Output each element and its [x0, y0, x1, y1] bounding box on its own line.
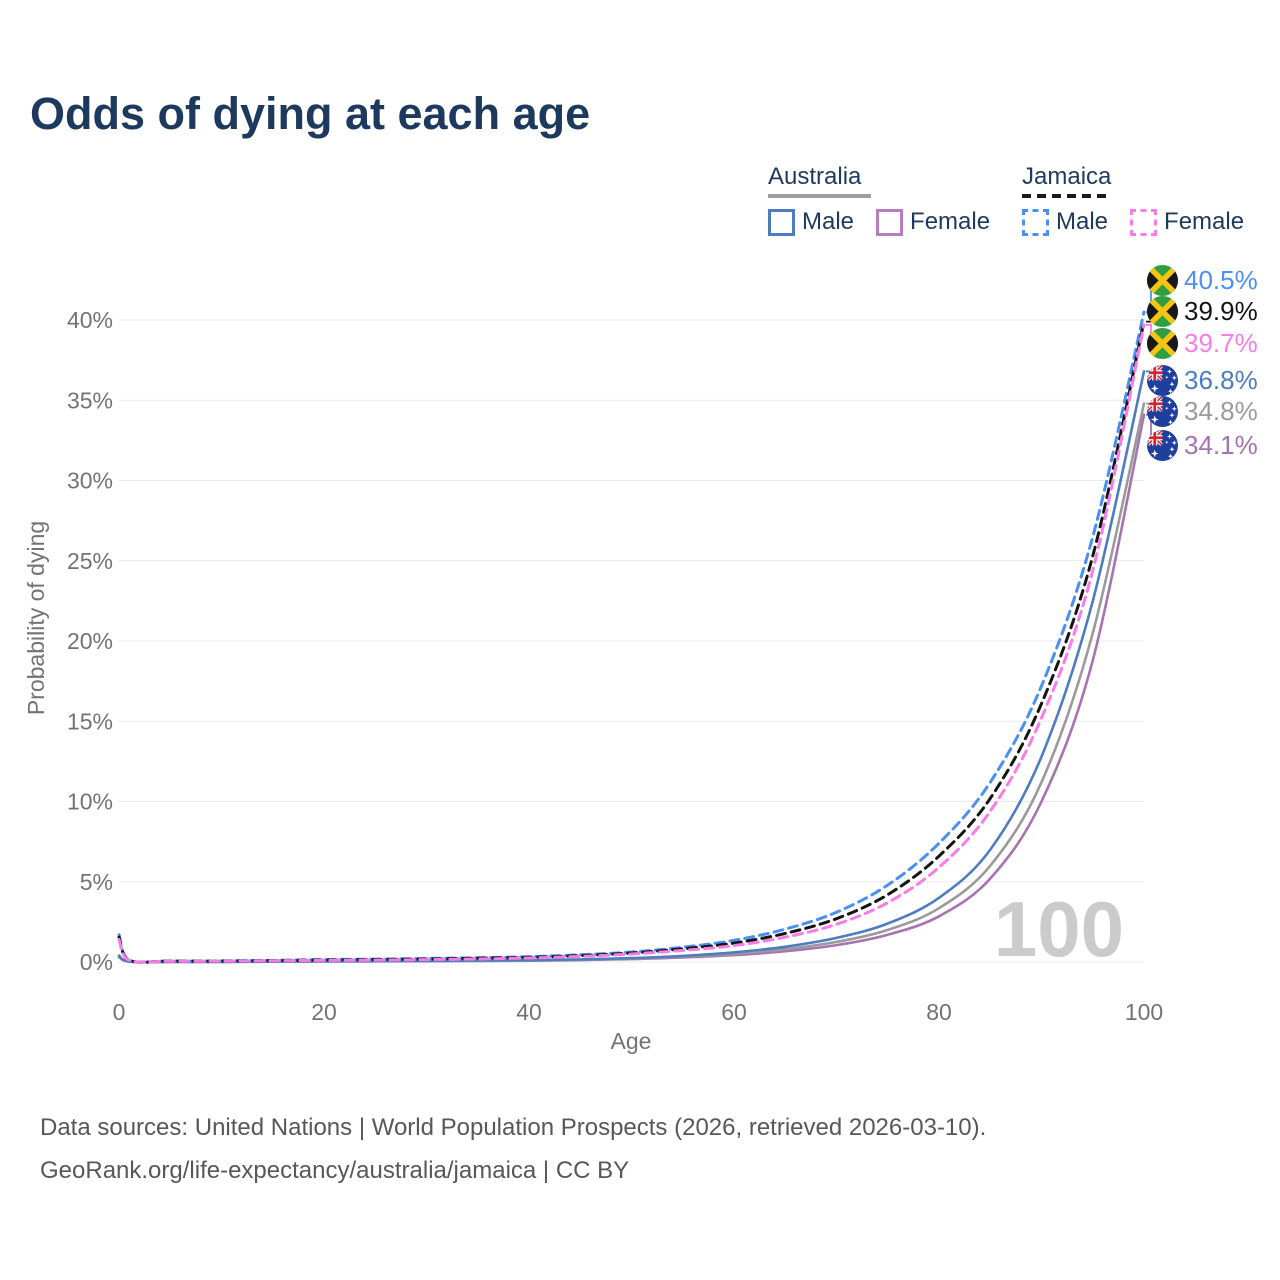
- legend-item-label: Female: [910, 208, 991, 235]
- x-axis-ticks: 0 20 40 60 80 100: [113, 999, 1164, 1025]
- x-tick-40: 40: [516, 999, 542, 1025]
- jamaica-flag-icon: [1147, 296, 1178, 327]
- y-tick-10: 10%: [67, 789, 113, 815]
- y-tick-25: 25%: [67, 548, 113, 574]
- australia-male-swatch: [768, 208, 795, 236]
- legend-items-australia: Male Female: [768, 208, 990, 236]
- series-end-label: 34.8%: [1147, 395, 1258, 427]
- legend-item-label: Male: [1056, 208, 1109, 235]
- jamaica-male-swatch: [1022, 208, 1049, 236]
- legend-item-label: Female: [1164, 208, 1245, 235]
- footer: Data sources: United Nations | World Pop…: [40, 1106, 986, 1192]
- end-label-value: 34.8%: [1184, 395, 1258, 426]
- australia-flag-icon: [1147, 396, 1178, 427]
- end-label-value: 40.5%: [1184, 264, 1258, 295]
- y-axis-label: Probability of dying: [23, 521, 49, 715]
- series-end-label: 34.1%: [1147, 429, 1258, 461]
- australia-flag-icon: [1147, 365, 1178, 396]
- attribution-line: GeoRank.org/life-expectancy/australia/ja…: [40, 1157, 630, 1185]
- x-tick-20: 20: [311, 999, 337, 1025]
- legend-country-jamaica-label: Jamaica: [1022, 163, 1112, 190]
- series-end-label: 40.5%: [1147, 264, 1258, 296]
- data-sources-line: Data sources: United Nations | World Pop…: [40, 1114, 987, 1141]
- legend-items-jamaica: Male Female: [1022, 208, 1244, 236]
- legend-item-jamaica-male[interactable]: Male: [1022, 208, 1108, 236]
- australia-line-style-swatch: [768, 194, 871, 198]
- legend-group-jamaica: Jamaica Male Female: [1022, 163, 1244, 236]
- page-title: Odds of dying at each age: [30, 88, 591, 139]
- legend-country-australia[interactable]: Australia: [768, 163, 990, 198]
- legend-item-australia-female[interactable]: Female: [876, 208, 990, 236]
- legend-group-australia: Australia Male Female: [768, 163, 990, 236]
- jamaica-flag-icon: [1147, 265, 1178, 296]
- y-tick-40: 40%: [67, 307, 113, 333]
- australia-female-swatch: [876, 208, 904, 236]
- series-end-label: 39.9%: [1147, 295, 1258, 327]
- end-label-value: 34.1%: [1184, 429, 1258, 460]
- age-watermark: 100: [994, 885, 1124, 973]
- series-lines: [117, 310, 1146, 964]
- x-tick-100: 100: [1125, 999, 1163, 1025]
- y-tick-5: 5%: [80, 869, 113, 895]
- legend-country-jamaica[interactable]: Jamaica: [1022, 163, 1244, 198]
- jamaica-flag-icon: [1147, 328, 1178, 359]
- x-tick-80: 80: [926, 999, 952, 1025]
- legend-item-label: Male: [802, 208, 855, 235]
- legend-country-australia-label: Australia: [768, 163, 862, 190]
- y-tick-15: 15%: [67, 708, 113, 734]
- y-tick-35: 35%: [67, 387, 113, 413]
- x-tick-60: 60: [721, 999, 747, 1025]
- x-tick-0: 0: [113, 999, 126, 1025]
- end-label-value: 39.7%: [1184, 327, 1258, 358]
- series-end-label: 36.8%: [1147, 364, 1258, 396]
- jamaica-female-swatch: [1130, 208, 1158, 236]
- x-axis-label: Age: [611, 1028, 652, 1054]
- y-tick-30: 30%: [67, 468, 113, 494]
- end-label-value: 36.8%: [1184, 364, 1258, 395]
- series-end-label: 39.7%: [1147, 327, 1258, 359]
- legend-item-australia-male[interactable]: Male: [768, 208, 854, 236]
- series-line-australia-female: [117, 413, 1146, 964]
- australia-flag-icon: [1147, 430, 1178, 461]
- legend-item-jamaica-female[interactable]: Female: [1130, 208, 1244, 236]
- series-line-australia-male: [117, 370, 1146, 964]
- y-axis-ticks: 0% 5% 10% 15% 20% 25% 30% 35% 40%: [67, 307, 113, 975]
- jamaica-line-style-swatch: [1022, 194, 1112, 198]
- y-tick-0: 0%: [80, 949, 113, 975]
- series-line-jamaica-female: [117, 323, 1146, 964]
- end-label-value: 39.9%: [1184, 295, 1258, 326]
- y-tick-20: 20%: [67, 628, 113, 654]
